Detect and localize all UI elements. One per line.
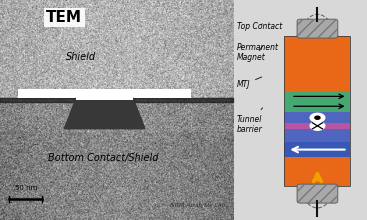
Bar [284, 112, 350, 123]
Circle shape [315, 116, 320, 119]
Bar [284, 157, 350, 186]
Text: Tunnel
barrier: Tunnel barrier [237, 108, 262, 134]
Text: MTJ: MTJ [237, 77, 262, 89]
Text: NRM Analysis Lab: NRM Analysis Lab [170, 203, 226, 208]
Bar [284, 142, 350, 157]
Bar [18, 89, 191, 98]
Text: 50 nm: 50 nm [15, 185, 37, 191]
Bar [284, 36, 350, 92]
Bar [284, 123, 350, 129]
Bar [284, 100, 350, 112]
Text: TEM: TEM [46, 10, 82, 25]
Circle shape [310, 121, 325, 130]
Bar [284, 129, 350, 142]
Polygon shape [64, 98, 145, 129]
Bar [284, 92, 350, 100]
Text: Shield: Shield [66, 52, 96, 62]
FancyBboxPatch shape [297, 184, 338, 203]
Text: Permanent
Magnet: Permanent Magnet [237, 43, 279, 62]
Circle shape [310, 113, 325, 122]
Bar [284, 36, 350, 186]
Text: Bottom Contact/Shield: Bottom Contact/Shield [47, 153, 158, 163]
FancyBboxPatch shape [297, 19, 338, 38]
Text: Top Contact: Top Contact [237, 22, 282, 31]
Bar [76, 97, 133, 100]
